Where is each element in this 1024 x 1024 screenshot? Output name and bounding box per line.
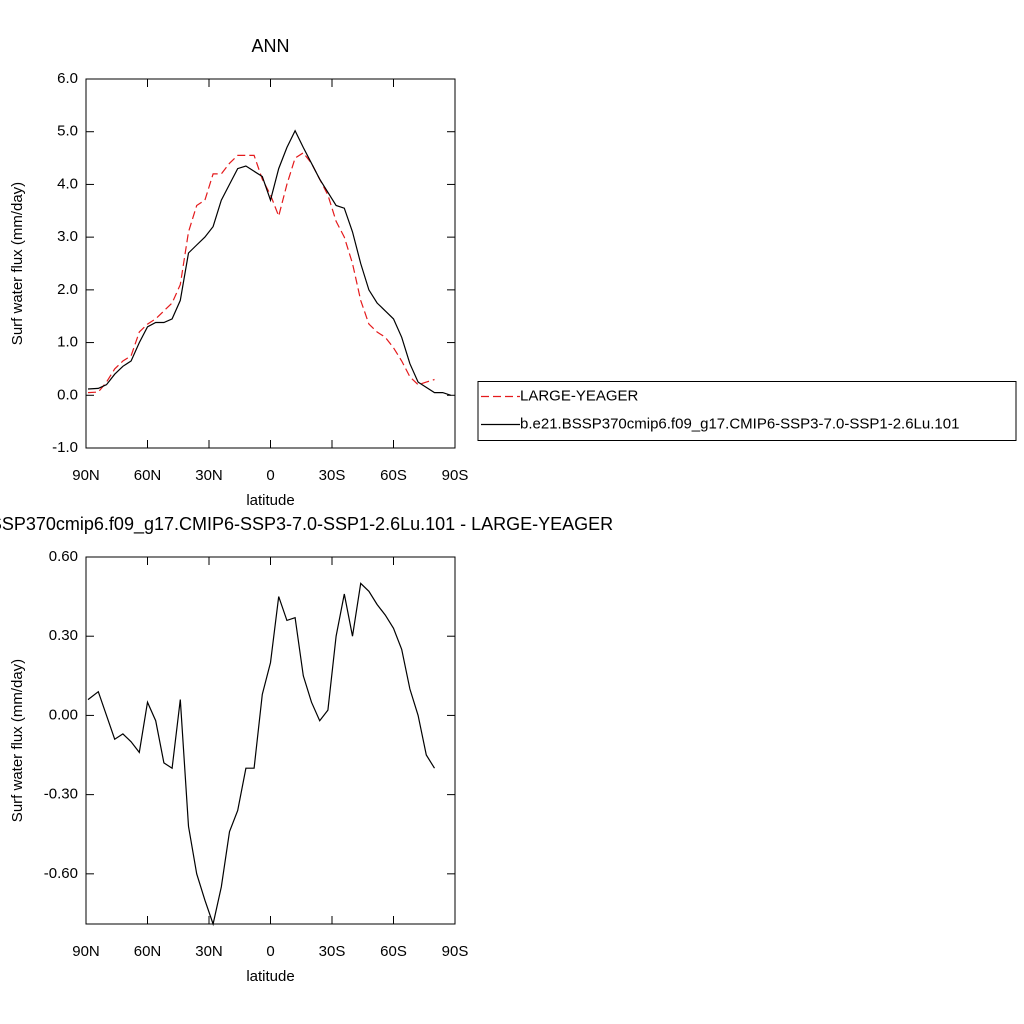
y-tick-label: 0.60 — [49, 548, 78, 565]
x-tick-label: 30N — [195, 943, 223, 960]
y-tick-label: 0.00 — [49, 706, 78, 723]
x-tick-label: 90N — [72, 467, 100, 484]
x-tick-label: 60S — [380, 943, 407, 960]
x-tick-label: 30S — [319, 943, 346, 960]
x-tick-label: 0 — [266, 467, 274, 484]
x-tick-label: 60N — [134, 467, 162, 484]
x-axis-label: latitude — [246, 968, 294, 985]
y-tick-label: -1.0 — [52, 439, 78, 456]
x-tick-label: 90N — [72, 943, 100, 960]
y-tick-label: 4.0 — [57, 175, 78, 192]
chart-title: b.e21.BSSP370cmip6.f09_g17.CMIP6-SSP3-7.… — [0, 514, 613, 535]
y-tick-label: 5.0 — [57, 123, 78, 140]
x-axis-label: latitude — [246, 492, 294, 509]
chart-title: ANN — [251, 36, 289, 56]
legend-label: b.e21.BSSP370cmip6.f09_g17.CMIP6-SSP3-7.… — [520, 415, 959, 432]
y-tick-label: 6.0 — [57, 70, 78, 87]
x-tick-label: 90S — [442, 943, 469, 960]
plot-frame — [85, 78, 456, 449]
x-tick-label: 90S — [442, 467, 469, 484]
legend-box — [477, 381, 1017, 441]
series-line — [87, 151, 435, 394]
series-line — [87, 129, 452, 396]
x-tick-label: 60S — [380, 467, 407, 484]
x-tick-label: 30S — [319, 467, 346, 484]
x-tick-label: 0 — [266, 943, 274, 960]
x-tick-label: 60N — [134, 943, 162, 960]
y-tick-label: 3.0 — [57, 228, 78, 245]
series-line — [87, 582, 436, 927]
y-tick-label: -0.30 — [44, 786, 78, 803]
x-tick-label: 30N — [195, 467, 223, 484]
y-tick-label: 0.30 — [49, 627, 78, 644]
y-tick-label: 1.0 — [57, 334, 78, 351]
y-tick-label: -0.60 — [44, 865, 78, 882]
y-tick-label: 0.0 — [57, 386, 78, 403]
y-axis-label: Surf water flux (mm/day) — [9, 182, 26, 345]
y-tick-label: 2.0 — [57, 281, 78, 298]
legend-label: LARGE-YEAGER — [520, 387, 639, 404]
y-axis-label: Surf water flux (mm/day) — [9, 659, 26, 822]
